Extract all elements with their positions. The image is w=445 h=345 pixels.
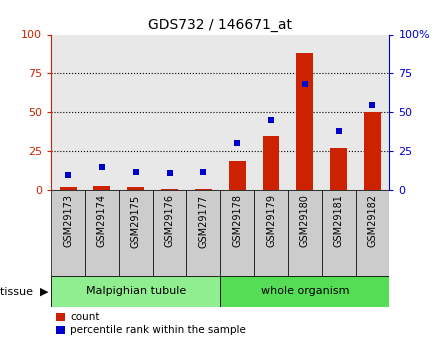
Point [65,172,72,177]
Text: whole organism: whole organism [261,286,349,296]
Bar [229,161,246,190]
Bar [51,190,85,276]
Text: GSM29176: GSM29176 [165,195,174,247]
Point [98,164,105,170]
Text: GSM29177: GSM29177 [198,195,208,248]
Text: GSM29175: GSM29175 [131,195,141,248]
Bar [330,148,347,190]
Bar [322,190,356,276]
Bar [195,189,212,190]
Bar [127,187,144,190]
Bar [356,190,389,276]
Bar [296,53,313,190]
Text: tissue  ▶: tissue ▶ [0,286,49,296]
Bar [119,190,153,276]
Bar [263,136,279,190]
Bar [254,190,288,276]
Point [200,169,207,174]
Bar [220,190,254,276]
Bar [288,190,322,276]
Point [301,81,308,87]
Text: GSM29173: GSM29173 [63,195,73,247]
Text: GSM29178: GSM29178 [232,195,242,247]
Bar [186,190,220,276]
Text: GSM29179: GSM29179 [266,195,276,247]
Point [132,169,139,174]
Bar [153,190,186,276]
Text: GSM29180: GSM29180 [300,195,310,247]
Point [234,141,241,146]
Bar [93,186,110,190]
Bar [60,187,77,190]
Text: GSM29182: GSM29182 [368,195,377,247]
Bar [51,276,220,307]
Point [369,102,376,107]
Text: GSM29174: GSM29174 [97,195,107,247]
Point [335,128,342,134]
Title: GDS732 / 146671_at: GDS732 / 146671_at [148,18,292,32]
Bar [85,190,119,276]
Text: Malpighian tubule: Malpighian tubule [85,286,186,296]
Bar [161,189,178,190]
Point [267,117,275,123]
Bar [220,276,389,307]
Text: GSM29181: GSM29181 [334,195,344,247]
Bar [364,112,381,190]
Legend: count, percentile rank within the sample: count, percentile rank within the sample [57,312,246,335]
Point [166,170,173,176]
